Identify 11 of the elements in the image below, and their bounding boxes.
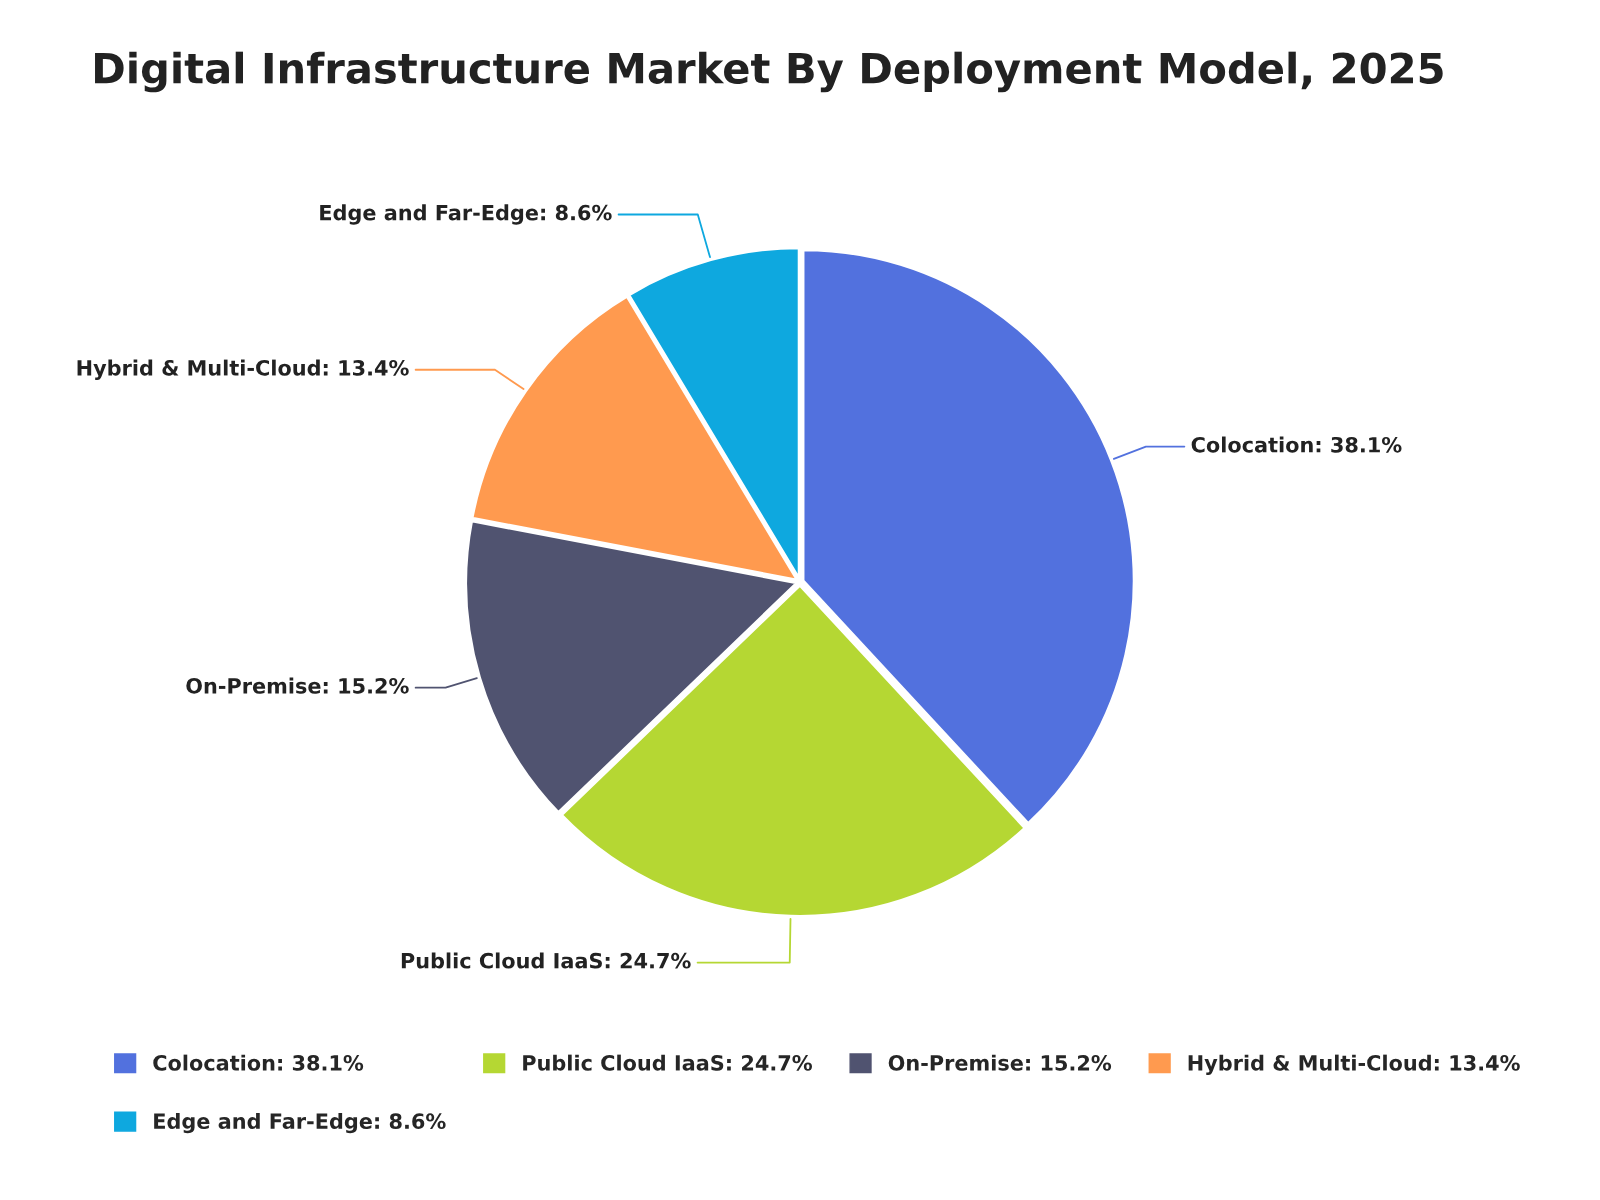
slice-label: On-Premise: 15.2% [186, 677, 409, 694]
legend-label: Colocation: 38.1% [153, 1054, 364, 1071]
slice-label: Public Cloud IaaS: 24.7% [401, 952, 691, 969]
legend-label: On-Premise: 15.2% [888, 1054, 1112, 1071]
legend-label: Public Cloud IaaS: 24.7% [523, 1054, 812, 1071]
slice-label: Edge and Far-Edge: 8.6% [320, 204, 612, 225]
slice-label: Hybrid & Multi-Cloud: 13.4% [77, 359, 409, 380]
legend-label: Hybrid & Multi-Cloud: 13.4% [1188, 1054, 1520, 1075]
legend-label: Edge and Far-Edge: 8.6% [154, 1112, 446, 1134]
chart-title: Digital Infrastructure Market By Deployment Model, 2025 [95, 51, 1443, 93]
slice-label: Colocation: 38.1% [1191, 436, 1402, 453]
